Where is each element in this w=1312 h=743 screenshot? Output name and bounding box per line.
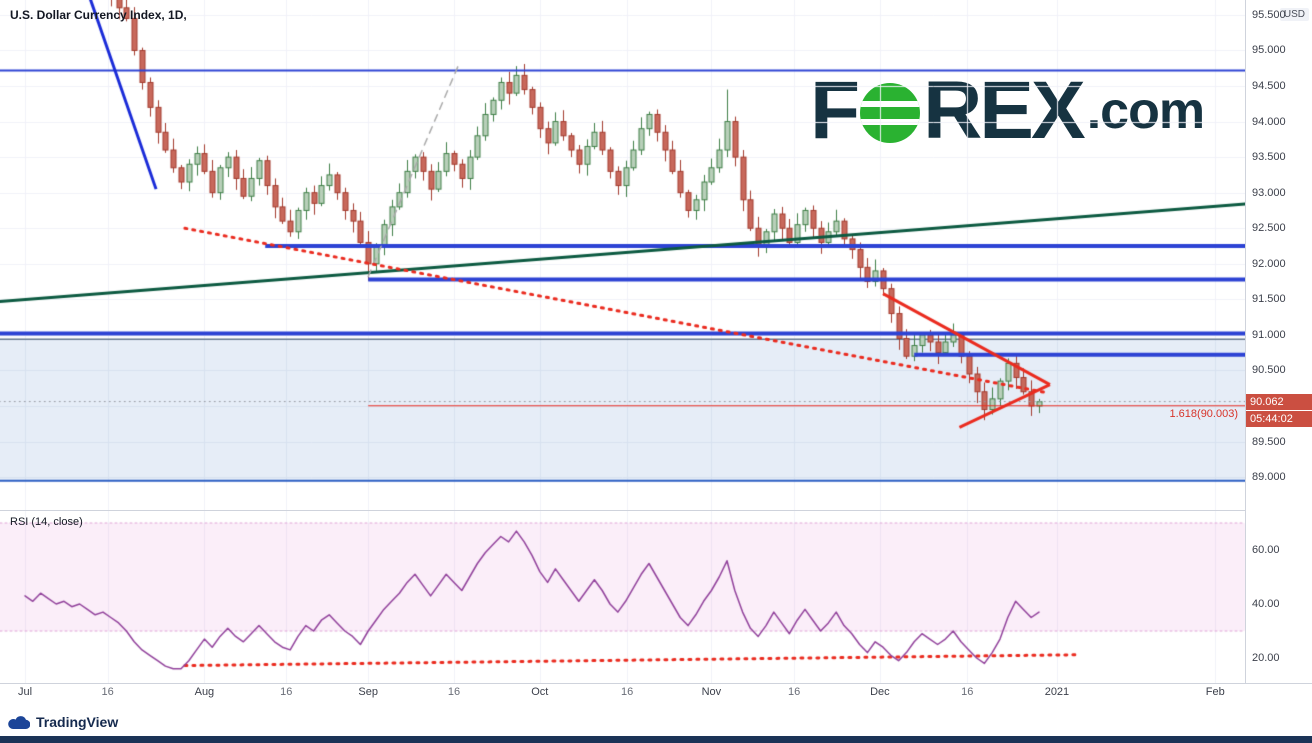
time-axis-label: 16 <box>101 686 114 698</box>
time-axis-label: Dec <box>870 686 890 698</box>
time-axis-label: 16 <box>280 686 293 698</box>
time-axis-label: 16 <box>447 686 461 698</box>
price-axis-label: 90.500 <box>1252 364 1286 377</box>
currency-badge: USD <box>1279 8 1309 21</box>
price-axis-label: 94.500 <box>1252 80 1286 93</box>
tradingview-logo-icon[interactable] <box>8 715 30 730</box>
time-axis-label: 16 <box>621 686 634 698</box>
price-axis-label: 94.000 <box>1252 115 1286 128</box>
rsi-axis-label: 20.00 <box>1252 652 1280 664</box>
time-axis-label: Aug <box>194 686 215 698</box>
tradingview-wordmark[interactable]: TradingView <box>36 714 119 730</box>
price-axis-label: 95.000 <box>1252 44 1286 57</box>
time-axis-label: 16 <box>787 686 801 698</box>
time-axis-label: Jul <box>17 686 33 698</box>
time-axis-label: Oct <box>531 686 549 698</box>
chart-panes-canvas[interactable] <box>0 0 1245 683</box>
price-axis-label: 89.500 <box>1252 435 1286 448</box>
symbol-title[interactable]: U.S. Dollar Currency Index, 1D, <box>10 8 187 22</box>
time-axis-separator <box>0 683 1312 684</box>
price-axis-label: 95.500 <box>1252 8 1286 21</box>
fib-level-label: 1.618(90.003) <box>1169 407 1239 420</box>
time-axis-label: Nov <box>701 686 722 698</box>
time-axis-label: 2021 <box>1044 686 1070 698</box>
rsi-indicator-title[interactable]: RSI (14, close) <box>10 516 83 528</box>
price-axis-label: 91.000 <box>1252 328 1286 341</box>
rsi-axis-label: 40.00 <box>1252 598 1280 610</box>
time-axis-label: Feb <box>1205 686 1225 698</box>
rsi-axis-label: 60.00 <box>1252 544 1280 556</box>
bottom-blue-bar <box>0 736 1312 743</box>
price-axis-label: 92.500 <box>1252 222 1286 235</box>
price-axis-label: 93.500 <box>1252 151 1286 164</box>
bar-countdown-label: 05:44:02 <box>1246 410 1312 427</box>
pane-separator[interactable] <box>0 510 1312 511</box>
price-axis-label: 91.500 <box>1252 293 1286 306</box>
time-axis-label: Sep <box>358 686 378 698</box>
price-axis-label: 92.000 <box>1252 257 1286 270</box>
price-axis-label: 93.000 <box>1252 186 1286 199</box>
time-axis[interactable]: Jul 16 Aug 16 Sep 16 Oct 16 Nov 16 Dec 16 2021 Feb <box>0 683 1245 703</box>
footer: TradingView <box>8 714 118 730</box>
price-axis-label: 89.000 <box>1252 471 1286 484</box>
time-axis-label: 16 <box>961 686 974 698</box>
price-axis[interactable]: USD 90.062 05:44:02 95.500 95.000 94.500 94… <box>1245 0 1312 683</box>
last-price-label: 90.062 <box>1246 393 1312 410</box>
